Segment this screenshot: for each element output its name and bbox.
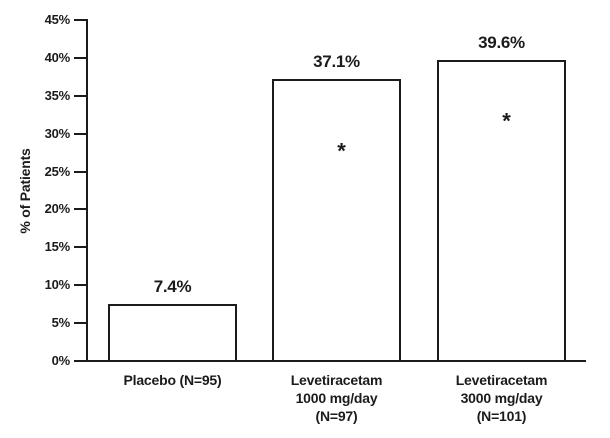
x-axis-category-label: Placebo (N=95) [123, 372, 222, 388]
y-axis-tick [74, 170, 86, 173]
x-axis-category-label: Levetiracetam 3000 mg/day (N=101) [455, 372, 548, 424]
y-axis-tick-label: 0% [51, 353, 71, 368]
y-axis-tick [74, 284, 86, 287]
y-axis-tick-label: 45% [44, 12, 71, 27]
y-axis-title: % of Patients [17, 148, 33, 234]
significance-asterisk: * [502, 107, 511, 133]
bar-value-label: 7.4% [153, 276, 192, 296]
y-axis-tick-label: 40% [44, 49, 71, 65]
y-axis-tick-label: 35% [44, 87, 71, 103]
y-axis-tick [74, 360, 86, 362]
y-axis-tick-label: 30% [44, 125, 71, 141]
y-axis-tick [74, 208, 86, 211]
y-axis-tick-label: 10% [44, 277, 71, 293]
bar [272, 78, 401, 362]
y-axis-tick-label: 15% [44, 239, 71, 255]
bar-value-label: 39.6% [478, 32, 525, 52]
y-axis-tick [74, 132, 86, 135]
bar-value-label: 37.1% [313, 51, 360, 71]
y-axis-tick-label: 20% [44, 201, 71, 217]
bar [437, 59, 566, 362]
y-axis-tick [74, 322, 86, 325]
x-axis-category-label: Levetiracetam 1000 mg/day (N=97) [290, 372, 383, 424]
y-axis-tick-label: 5% [51, 315, 71, 331]
y-axis-tick [74, 19, 86, 21]
bar [108, 303, 237, 362]
significance-asterisk: * [337, 138, 346, 164]
y-axis-line [86, 19, 88, 362]
y-axis-tick [74, 246, 86, 249]
y-axis-tick [74, 94, 86, 97]
y-axis-tick [74, 56, 86, 59]
y-axis-tick-label: 25% [44, 163, 71, 179]
